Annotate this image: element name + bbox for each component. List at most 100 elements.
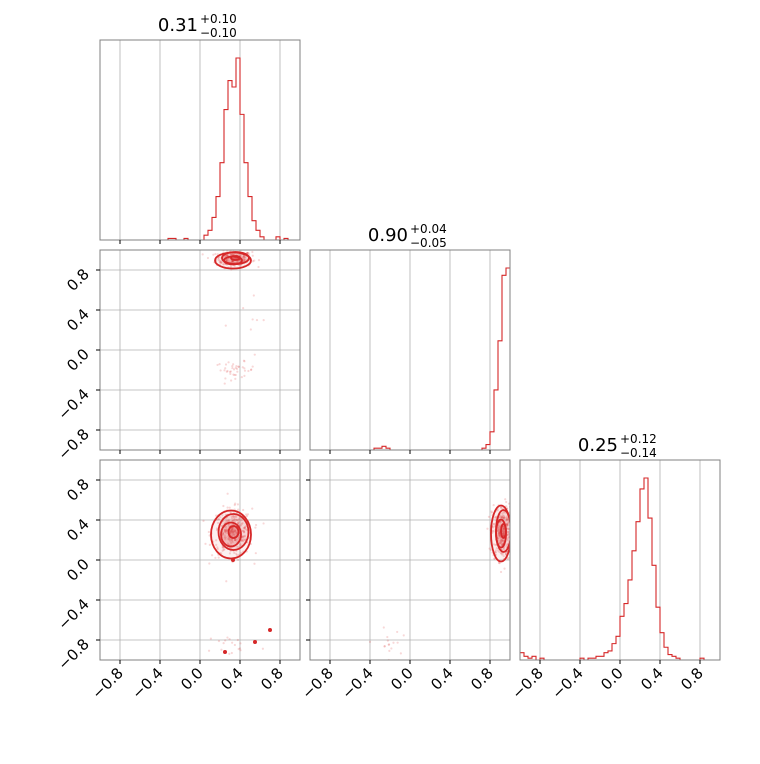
sample-point (226, 519, 229, 522)
sample-point (225, 519, 228, 522)
sample-point (507, 532, 510, 535)
sample-point (246, 513, 250, 516)
sample-point (486, 527, 489, 530)
sample-point (229, 530, 233, 533)
sample-point (241, 522, 244, 525)
y-tick-label: −0.4 (54, 595, 92, 633)
title-median: 0.25 (578, 435, 618, 456)
sample-point (231, 531, 235, 534)
sample-point (233, 529, 236, 532)
sample-point (241, 255, 244, 258)
sample-point (386, 635, 389, 639)
sample-point (223, 528, 227, 531)
density-contour (230, 255, 241, 261)
x-tick-label: 0.4 (427, 664, 457, 694)
sample-point (497, 534, 501, 538)
title-upper-error: +0.04 (410, 222, 447, 236)
sample-point (234, 502, 237, 505)
sample-point (497, 533, 501, 536)
sample-point (215, 539, 218, 542)
title-lower-error: −0.14 (620, 446, 657, 460)
sample-point (201, 253, 204, 256)
sample-point (216, 547, 219, 551)
sample-point (251, 318, 254, 321)
sample-point (506, 522, 509, 525)
sample-point (231, 365, 234, 368)
x-tick-label: 0.4 (217, 664, 247, 694)
sample-point (228, 506, 231, 509)
sample-point (230, 531, 233, 535)
sample-point (497, 532, 501, 535)
sample-point (507, 533, 510, 536)
sample-point (502, 532, 505, 535)
sample-point (254, 526, 257, 529)
sample-point (229, 265, 233, 268)
sample-point (500, 543, 504, 546)
sample-point (261, 647, 264, 650)
sample-point (234, 373, 237, 377)
sample-point (249, 328, 252, 331)
sample-point (507, 536, 510, 540)
x-tick-label: 0.0 (387, 664, 417, 694)
sample-point (243, 534, 246, 537)
scatter-group (368, 498, 514, 660)
sample-point (230, 515, 233, 518)
sample-point (224, 530, 227, 533)
sample-point (505, 523, 509, 526)
sample-point (224, 525, 228, 528)
sample-point (237, 537, 240, 540)
sample-point (505, 517, 508, 520)
sample-point (226, 254, 229, 257)
sample-point (216, 363, 219, 367)
sample-point (502, 533, 505, 536)
param-title-3: 0.25 +0.12−0.14 (578, 432, 657, 460)
sample-point (494, 551, 498, 554)
outlier-point (253, 640, 257, 644)
sample-point (506, 521, 509, 524)
sample-point (217, 518, 221, 521)
sample-point (498, 562, 501, 565)
sample-point (242, 529, 245, 532)
sample-point (226, 506, 229, 509)
density-contour (220, 521, 242, 548)
x-tick-label: 0.8 (257, 664, 287, 694)
sample-point (229, 540, 232, 543)
sample-point (238, 647, 242, 650)
outlier-point (231, 558, 235, 562)
sample-point (499, 521, 502, 524)
y-tick-label: 0.0 (63, 555, 93, 585)
sample-point (224, 377, 227, 380)
sample-point (387, 643, 391, 646)
sample-point (247, 252, 250, 255)
sample-point (512, 520, 514, 522)
scatter-group (201, 250, 265, 385)
sample-point (235, 532, 238, 535)
sample-point (496, 529, 499, 533)
sample-point (219, 516, 222, 519)
sample-point (237, 517, 241, 521)
sample-point (507, 527, 510, 531)
sample-point (242, 531, 246, 534)
sample-point (208, 543, 211, 546)
y-tick-label: −0.8 (54, 425, 92, 463)
sample-point (255, 318, 259, 322)
sample-point (498, 531, 501, 534)
param-title-1: 0.31 +0.10−0.10 (158, 12, 237, 40)
param-title-2: 0.90 +0.04−0.05 (368, 222, 447, 250)
sample-point (232, 373, 235, 376)
sample-point (498, 526, 501, 529)
sample-point (499, 541, 502, 545)
sample-point (239, 642, 242, 645)
sample-point (487, 515, 491, 518)
sample-point (502, 529, 506, 533)
sample-point (242, 255, 245, 258)
sample-point (492, 543, 496, 546)
sample-point (231, 519, 234, 523)
sample-point (501, 539, 505, 542)
sample-point (498, 535, 502, 538)
sample-point (241, 257, 245, 260)
sample-point (498, 516, 501, 519)
sample-point (383, 645, 386, 648)
